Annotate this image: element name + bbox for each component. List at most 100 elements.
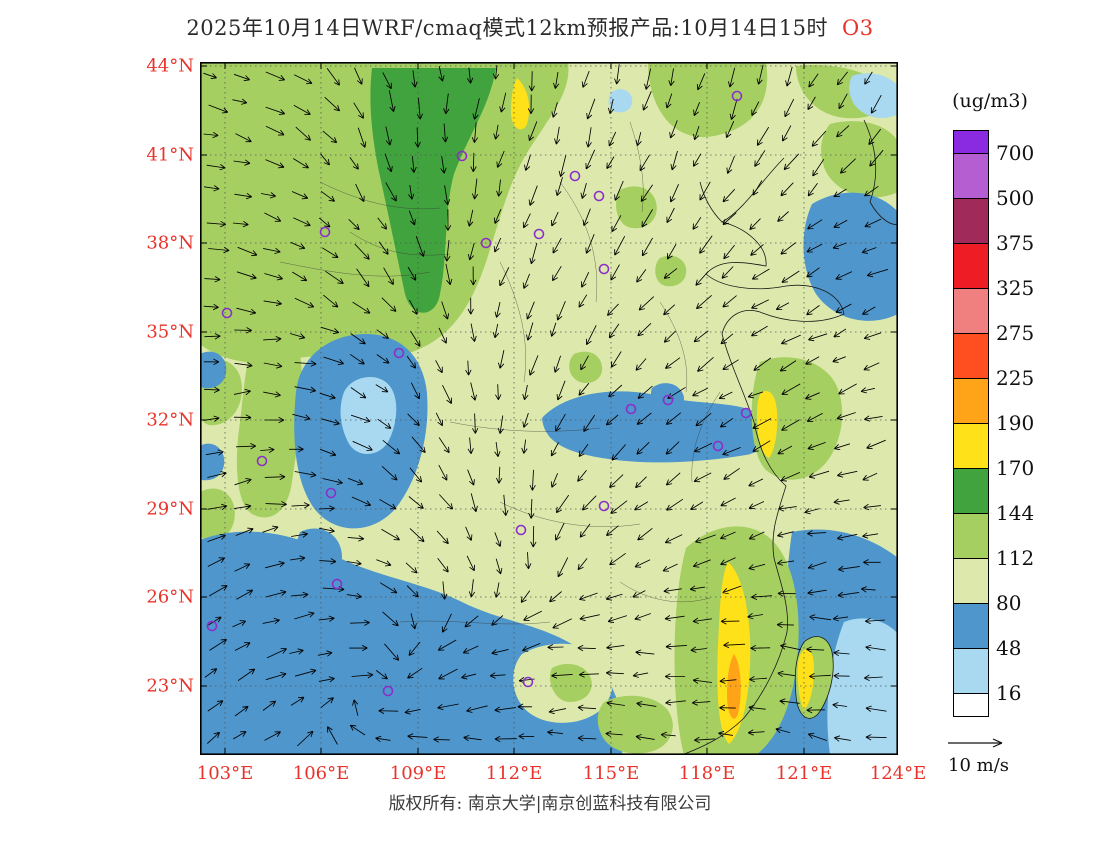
map-canvas <box>200 62 898 755</box>
station-marker <box>662 394 674 406</box>
map-region-ncp-green-patch-1 <box>616 186 657 229</box>
colorbar-tick-label: 144 <box>996 501 1035 525</box>
y-tick-label: 38°N <box>146 232 194 254</box>
station-marker <box>325 487 337 499</box>
map-region-zhejiang-yellow-sliver <box>757 390 778 458</box>
colorbar-segment <box>954 604 988 649</box>
colorbar-unit-label: (ug/m3) <box>952 90 1028 112</box>
copyright-footer: 版权所有: 南京大学|南京创蓝科技有限公司 <box>388 794 712 814</box>
station-marker <box>256 455 268 467</box>
colorbar-tick-label: 80 <box>996 591 1022 615</box>
colorbar <box>953 130 989 717</box>
colorbar-segment <box>954 131 988 154</box>
station-marker <box>382 685 394 697</box>
colorbar-segment <box>954 334 988 379</box>
station-marker <box>625 403 637 415</box>
x-tick-label: 121°E <box>775 763 833 784</box>
map-region-fujian-orange-core <box>727 654 741 719</box>
colorbar-segment <box>954 379 988 424</box>
map-region-yangtze-blue-nub <box>650 383 685 412</box>
title-text: 2025年10月14日WRF/cmaq模式12km预报产品:10月14日15时 <box>186 16 829 40</box>
map-region-left-edge-green-2 <box>200 488 235 543</box>
map-region-ncp-green-patch-2 <box>655 255 687 287</box>
station-marker <box>221 307 233 319</box>
wind-scale-legend: 10 m/s <box>946 735 1042 776</box>
colorbar-segment <box>954 649 988 694</box>
map-region-sichuan-basin-core <box>340 377 397 454</box>
map-region-north-high-o3-band <box>370 68 496 313</box>
map-region-south-china-blue <box>200 531 624 755</box>
x-tick-label: 109°E <box>389 763 447 784</box>
y-tick-label: 41°N <box>146 144 194 166</box>
axis-ticks <box>200 62 898 755</box>
colorbar-tick-label: 700 <box>996 141 1035 165</box>
y-tick-label: 26°N <box>146 586 194 608</box>
colorbar-segment <box>954 154 988 199</box>
colorbar-segment <box>954 424 988 469</box>
station-marker <box>456 150 468 162</box>
colorbar-segment <box>954 559 988 604</box>
y-tick-label: 32°N <box>146 409 194 431</box>
map-region-north-central-green <box>648 62 768 138</box>
colorbar-tick-label: 170 <box>996 456 1035 480</box>
station-marker <box>331 578 343 590</box>
map-region-fujian-yellow-streak <box>717 562 751 744</box>
station-marker <box>593 190 605 202</box>
map-region-central-green-patch <box>569 351 603 384</box>
x-tick-label: 124°E <box>869 763 927 784</box>
station-marker <box>598 500 610 512</box>
map-region-topright-lightblue <box>849 73 898 119</box>
map-plot <box>200 62 898 755</box>
y-tick-label: 29°N <box>146 498 194 520</box>
colorbar-tick-label: 325 <box>996 276 1035 300</box>
colorbar-segment <box>954 199 988 244</box>
x-tick-label: 115°E <box>582 763 640 784</box>
colorbar-tick-label: 48 <box>996 636 1022 660</box>
map-region-north-yellow-sliver <box>511 78 530 130</box>
station-marker <box>712 440 724 452</box>
colorbar-segment <box>954 469 988 514</box>
map-region-topcenter-lightblue <box>608 89 633 113</box>
y-tick-label: 35°N <box>146 321 194 343</box>
colorbar-tick-label: 225 <box>996 366 1035 390</box>
x-tick-label: 103°E <box>196 763 254 784</box>
page-title: 2025年10月14日WRF/cmaq模式12km预报产品:10月14日15时 O… <box>90 12 970 42</box>
station-marker <box>731 90 743 102</box>
station-marker <box>515 524 527 536</box>
colorbar-segment <box>954 244 988 289</box>
colorbar-tick-label: 275 <box>996 321 1035 345</box>
x-tick-label: 106°E <box>292 763 350 784</box>
station-marker <box>480 237 492 249</box>
map-region-west-green-strip <box>236 330 303 518</box>
graticule <box>200 62 898 755</box>
province-borders <box>279 121 721 625</box>
map-frame <box>200 62 898 755</box>
map-region-right-upper-green <box>821 121 898 198</box>
station-marker <box>598 263 610 275</box>
map-region-left-blue-1 <box>200 351 227 389</box>
map-region-zhejiang-coast-green <box>751 357 843 480</box>
colorbar-tick-label: 16 <box>996 681 1022 705</box>
colorbar-segment <box>954 514 988 559</box>
map-region-yellow-sea-blue <box>803 192 898 321</box>
colorbar-tick-label: 190 <box>996 411 1035 435</box>
station-marker <box>740 407 752 419</box>
colorbar-tick-label: 112 <box>996 546 1035 570</box>
map-region-taiwan-yellow-sliver <box>797 648 814 710</box>
y-tick-label: 44°N <box>146 55 194 77</box>
station-marker <box>393 347 405 359</box>
station-marker <box>533 228 545 240</box>
x-tick-label: 118°E <box>678 763 736 784</box>
map-region-northwest-green-belt <box>200 62 569 363</box>
station-marker <box>319 226 331 238</box>
wind-scale-arrow-icon <box>948 738 1003 748</box>
station-marker <box>569 170 581 182</box>
station-markers <box>206 90 752 697</box>
wind-scale-label: 10 m/s <box>948 755 1009 776</box>
station-marker <box>206 620 218 632</box>
station-marker <box>522 676 534 688</box>
x-tick-label: 112°E <box>485 763 543 784</box>
colorbar-segment <box>954 694 988 716</box>
wind-vectors <box>203 64 889 747</box>
